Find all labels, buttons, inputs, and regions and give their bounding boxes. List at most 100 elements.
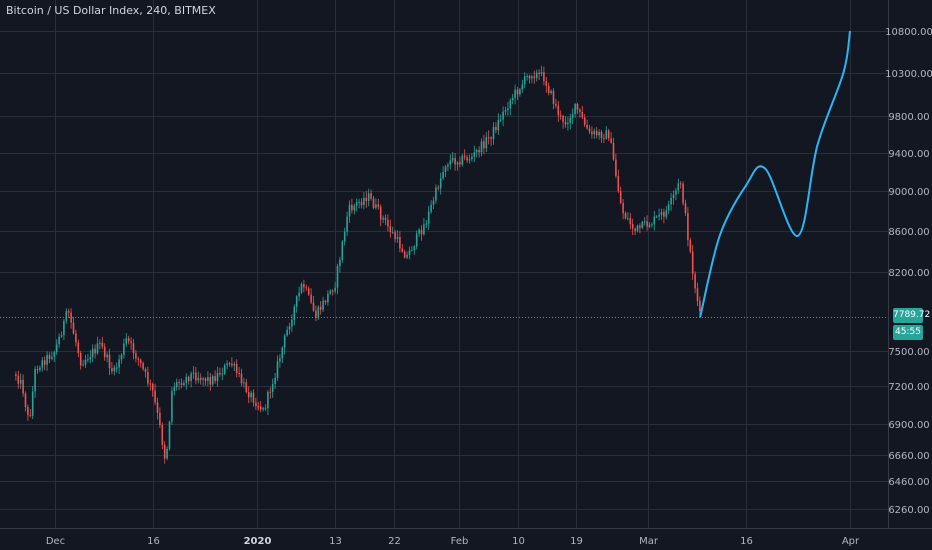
candle-body: [579, 109, 581, 112]
candle-body: [211, 376, 214, 385]
candle-body: [557, 105, 560, 116]
projection-line: [699, 30, 851, 318]
candle-body: [252, 392, 255, 403]
candle-body: [243, 382, 245, 384]
candle-body: [569, 117, 572, 123]
candle-body: [322, 300, 324, 310]
candle-body: [120, 354, 123, 360]
candle-body: [619, 191, 622, 203]
candle-body: [514, 89, 516, 98]
candle-body: [511, 97, 514, 101]
candle-body: [435, 187, 437, 201]
candle-body: [415, 233, 418, 247]
candle-body: [303, 284, 305, 288]
candle-body: [269, 391, 272, 393]
candle-body: [396, 237, 399, 239]
candle-body: [485, 137, 488, 149]
candle-body: [607, 130, 610, 139]
candle-body: [257, 406, 260, 408]
candle-body: [444, 166, 447, 172]
candle-body: [617, 176, 620, 192]
grid: [0, 0, 888, 528]
candle-body: [627, 218, 629, 220]
candle-body: [660, 212, 663, 215]
candle-body: [87, 359, 89, 361]
candle-body: [327, 293, 329, 303]
candle-body: [300, 284, 303, 293]
candle-body: [43, 360, 46, 365]
y-tick-label: 10800.00: [885, 27, 932, 38]
candle-body: [132, 343, 135, 354]
candle-body: [27, 407, 29, 416]
candle-body: [675, 190, 677, 195]
candle-body: [372, 198, 375, 208]
candle-body: [48, 355, 51, 359]
candle-body: [497, 119, 500, 131]
candle-body: [29, 415, 32, 417]
candle-body: [552, 90, 555, 104]
candle-body: [687, 213, 689, 240]
candle-body: [526, 76, 528, 77]
candle-body: [571, 114, 574, 118]
candle-body: [144, 369, 147, 372]
candle-body: [70, 312, 72, 323]
candle-body: [516, 89, 519, 95]
candle-body: [279, 358, 281, 362]
candle-body: [463, 155, 466, 158]
candle-body: [259, 406, 262, 410]
candle-body: [615, 159, 617, 177]
candle-body: [507, 108, 509, 110]
candle-body: [423, 224, 425, 235]
candle-body: [163, 445, 166, 459]
candle-body: [175, 382, 178, 388]
candle-body: [67, 311, 70, 313]
candle-body: [437, 187, 440, 189]
candle-body: [231, 363, 233, 366]
candle-body: [101, 342, 104, 347]
candle-body: [286, 329, 288, 336]
candle-body: [442, 172, 444, 179]
candle-body: [394, 232, 396, 239]
candle-body: [543, 72, 545, 82]
candle-body: [358, 202, 360, 204]
candle-body: [17, 375, 20, 384]
candle-body: [684, 203, 687, 214]
candle-body: [245, 382, 248, 393]
candle-body: [221, 373, 224, 375]
candle-body: [379, 206, 382, 220]
candle-body: [689, 239, 692, 252]
candle-body: [564, 122, 567, 125]
candle-body: [319, 306, 322, 310]
candle-body: [24, 393, 27, 407]
candle-body: [77, 342, 80, 353]
candle-body: [643, 221, 646, 223]
candle-body: [180, 383, 183, 385]
countdown-badge: 45:55: [893, 325, 923, 340]
candle-body: [480, 141, 483, 153]
candle-body: [147, 372, 149, 384]
candle-body: [631, 224, 634, 229]
y-tick-label: 10300.00: [885, 69, 932, 80]
candle-body: [79, 353, 82, 366]
y-tick-label: 6460.00: [888, 477, 929, 488]
candle-body: [449, 160, 452, 165]
candle-body: [298, 292, 300, 297]
candle-body: [430, 204, 432, 212]
candles: [15, 65, 701, 464]
candle-body: [586, 124, 588, 129]
last-price-badge: 7789.72: [893, 308, 930, 323]
time-axis: Dec 16 2020 13 22 Feb 10 19 Mar 16 Apr: [46, 536, 860, 547]
candle-body: [538, 72, 540, 74]
candle-body: [475, 150, 478, 153]
candle-body: [667, 204, 670, 211]
candle-body: [106, 354, 108, 358]
candle-body: [204, 378, 207, 381]
candle-body: [427, 211, 430, 224]
candle-body: [672, 194, 675, 198]
candle-body: [600, 132, 603, 139]
x-tick-label: 2020: [244, 536, 272, 547]
candle-body: [192, 372, 195, 374]
candle-body: [305, 287, 308, 289]
